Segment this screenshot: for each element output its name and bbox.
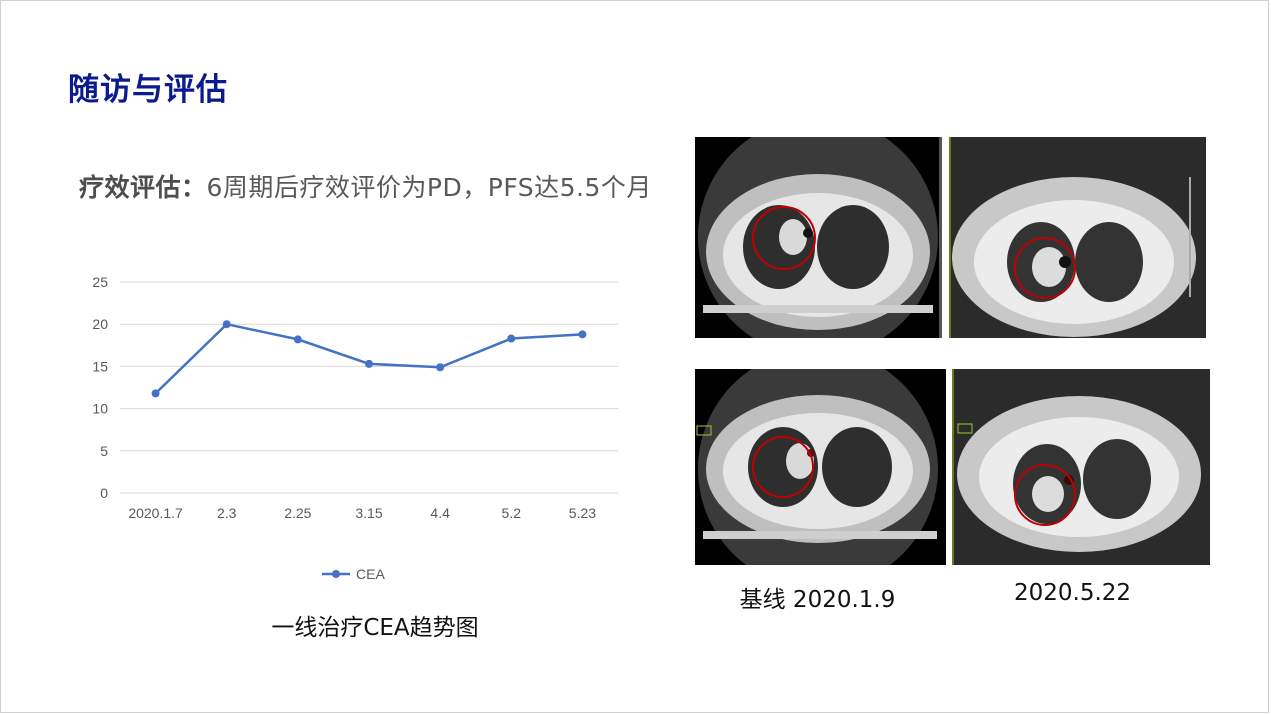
chart-y-ticks: 0 5 10 15 20 25 bbox=[92, 274, 108, 501]
ct-scan-baseline-upper bbox=[695, 137, 942, 338]
x-tick-label: 5.2 bbox=[502, 505, 522, 521]
x-tick-label: 5.23 bbox=[569, 505, 596, 521]
slide-title: 随访与评估 bbox=[68, 72, 228, 108]
data-point bbox=[365, 359, 373, 368]
chart-x-ticks: 2020.1.7 2.3 2.25 3.15 4.4 5.2 5.23 bbox=[128, 505, 596, 521]
ct-scan-followup-lower bbox=[952, 369, 1210, 565]
ct-scan-followup-upper bbox=[949, 137, 1206, 338]
x-tick-label: 3.15 bbox=[355, 505, 382, 521]
chart-caption: 一线治疗CEA趋势图 bbox=[271, 615, 479, 641]
series-line-cea bbox=[154, 322, 583, 395]
y-tick-label: 20 bbox=[92, 316, 108, 332]
chart-gridlines bbox=[120, 281, 618, 494]
data-point bbox=[222, 320, 231, 329]
legend-swatch-marker bbox=[332, 570, 340, 578]
scan-caption-baseline: 基线 2020.1.9 bbox=[739, 587, 896, 613]
x-tick-label: 2.25 bbox=[284, 505, 311, 521]
data-point bbox=[293, 335, 302, 344]
data-point bbox=[507, 334, 516, 343]
assessment-label: 疗效评估： bbox=[79, 173, 207, 202]
assessment-body: 6周期后疗效评价为PD，PFS达5.5个月 bbox=[206, 173, 652, 202]
y-tick-label: 25 bbox=[92, 274, 108, 290]
legend-label: CEA bbox=[356, 566, 385, 582]
data-point bbox=[436, 363, 445, 372]
y-tick-label: 15 bbox=[92, 358, 108, 374]
x-tick-label: 2020.1.7 bbox=[128, 505, 183, 521]
scan-caption-followup: 2020.5.22 bbox=[1013, 580, 1132, 606]
x-tick-label: 2.3 bbox=[217, 505, 237, 521]
data-point bbox=[578, 330, 587, 339]
chart-series bbox=[151, 320, 587, 398]
y-tick-label: 5 bbox=[100, 443, 108, 459]
y-tick-label: 10 bbox=[92, 401, 108, 417]
chart-legend: CEA bbox=[322, 566, 385, 582]
x-tick-label: 4.4 bbox=[430, 505, 450, 521]
cea-line-chart: 0 5 10 15 20 25 2020.1.7 2.3 2.25 3.15 4.4 5.2 5.23… bbox=[92, 274, 618, 582]
assessment-text: 疗效评估：6周期后疗效评价为PD，PFS达5.5个月 bbox=[79, 168, 669, 208]
data-point bbox=[151, 389, 160, 398]
y-tick-label: 0 bbox=[100, 485, 108, 501]
ct-scan-baseline-lower bbox=[695, 369, 946, 565]
